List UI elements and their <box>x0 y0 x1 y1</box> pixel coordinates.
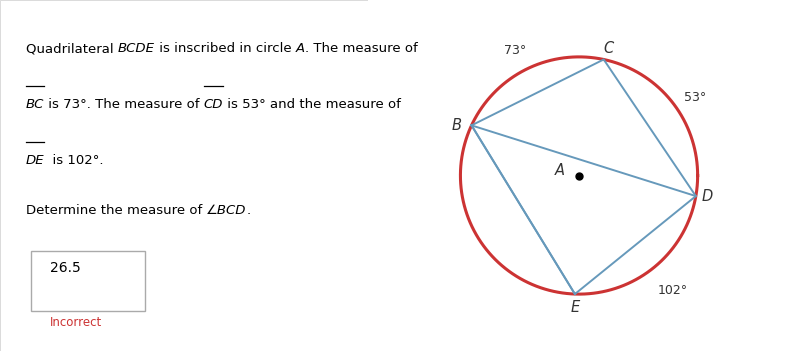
Text: 102°: 102° <box>658 284 687 297</box>
Text: B: B <box>451 118 461 133</box>
Text: .: . <box>246 204 251 217</box>
Text: ∠BCD: ∠BCD <box>206 204 246 217</box>
Text: 26.5: 26.5 <box>50 261 81 276</box>
Text: Incorrect: Incorrect <box>50 316 102 329</box>
Text: E: E <box>570 300 579 314</box>
Text: D: D <box>702 188 714 204</box>
Text: . The measure of: . The measure of <box>305 42 418 55</box>
Text: is 53° and the measure of: is 53° and the measure of <box>223 98 402 111</box>
Text: BCDE: BCDE <box>118 42 154 55</box>
Text: A: A <box>295 42 305 55</box>
Text: 73°: 73° <box>504 44 526 57</box>
Text: CD: CD <box>204 98 223 111</box>
FancyBboxPatch shape <box>31 251 146 311</box>
Text: BC: BC <box>26 98 44 111</box>
Text: Determine the measure of: Determine the measure of <box>26 204 206 217</box>
FancyBboxPatch shape <box>0 0 368 351</box>
Text: DE: DE <box>26 154 44 167</box>
Text: is inscribed in circle: is inscribed in circle <box>154 42 295 55</box>
Text: is 73°. The measure of: is 73°. The measure of <box>44 98 204 111</box>
Text: 53°: 53° <box>684 91 706 104</box>
Text: A: A <box>555 163 565 178</box>
Text: Quadrilateral: Quadrilateral <box>26 42 118 55</box>
Text: C: C <box>603 41 614 56</box>
Text: is 102°.: is 102°. <box>44 154 104 167</box>
